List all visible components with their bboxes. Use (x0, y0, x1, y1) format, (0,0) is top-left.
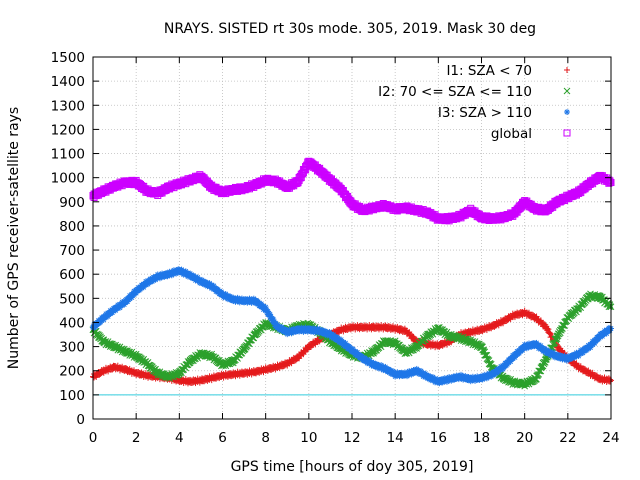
data-layer (89, 157, 615, 396)
